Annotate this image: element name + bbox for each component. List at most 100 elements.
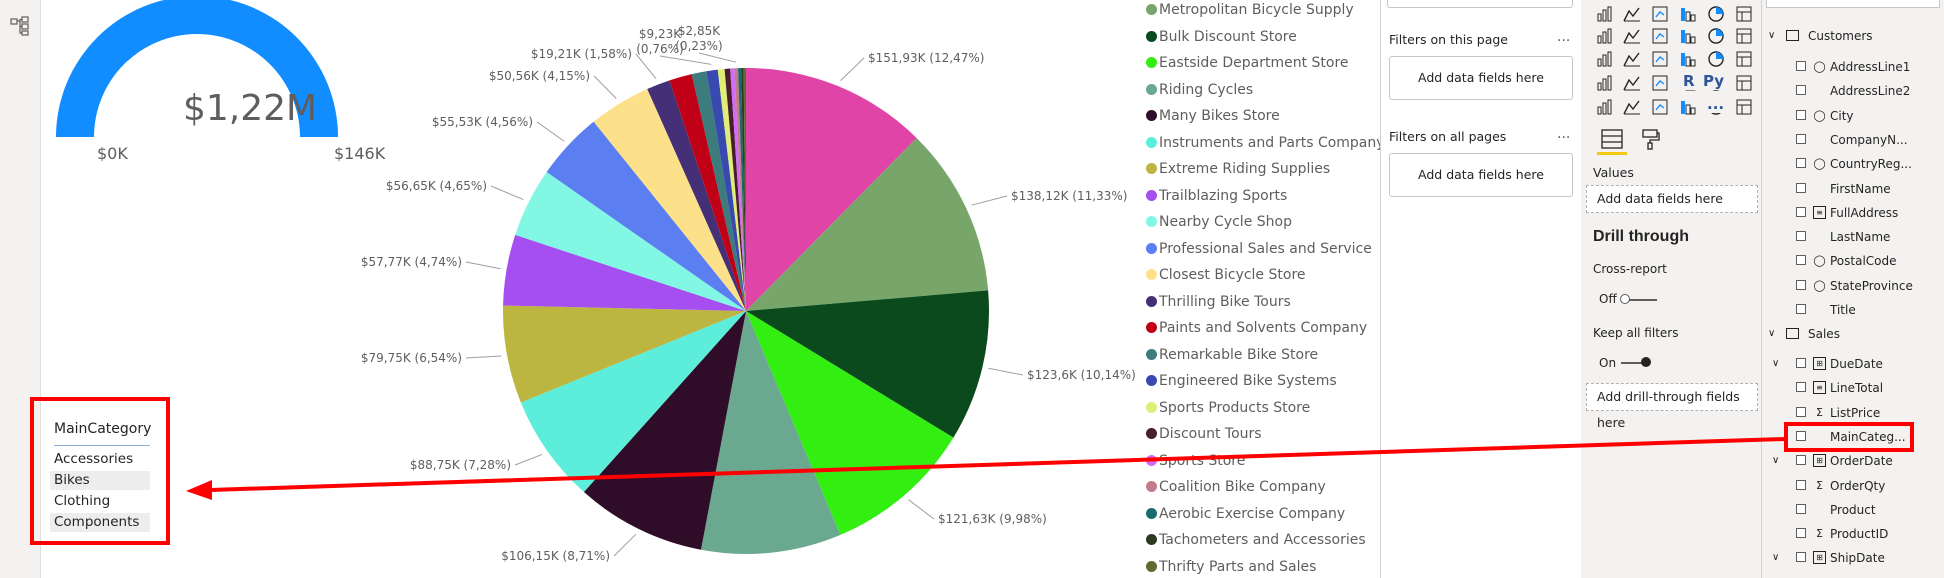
pie-slice[interactable] [593,88,746,311]
field-item[interactable]: Product [1762,500,1944,520]
pie-slice[interactable] [502,305,746,403]
maincategory-slicer[interactable]: MainCategory Accessories Bikes Clothing Com… [30,397,170,545]
field-checkbox[interactable] [1796,406,1806,417]
shape-map-icon[interactable] [1707,50,1725,68]
line-stacked-icon[interactable] [1596,27,1614,45]
field-item[interactable]: ◯ StateProvince [1762,276,1944,296]
field-item[interactable]: ∨ ⊞ OrderDate [1762,451,1944,471]
field-checkbox[interactable] [1796,552,1806,563]
cross-report-toggle[interactable] [1620,294,1630,304]
field-checkbox[interactable] [1796,479,1806,490]
slicer-item[interactable]: Bikes [50,471,150,490]
scatter-icon[interactable] [1707,27,1725,45]
field-item[interactable]: ◯ City [1762,106,1944,126]
field-item[interactable]: ≡ FullAddress [1762,203,1944,223]
field-table-customers[interactable]: ∨ Customers [1762,26,1944,46]
pie-slice[interactable] [741,68,746,311]
field-item[interactable]: ◯ AddressLine1 [1762,57,1944,77]
field-checkbox[interactable] [1796,109,1806,120]
pie-slice[interactable] [503,234,746,311]
pie-slice[interactable] [546,121,746,311]
format-paintbrush-icon[interactable] [1639,128,1661,150]
filters-on-page-add-box[interactable]: Add data fields here [1389,56,1573,100]
stacked-column-icon[interactable] [1623,5,1641,23]
field-checkbox[interactable] [1796,158,1806,169]
pie-slice[interactable] [669,74,746,311]
keep-all-filters-toggle[interactable] [1641,357,1651,367]
field-checkbox[interactable] [1796,206,1806,217]
field-item[interactable]: ◯ PostalCode [1762,251,1944,271]
filters-search-box[interactable] [1387,0,1573,8]
card-icon[interactable] [1596,74,1614,92]
cross-report-toggle-track[interactable] [1627,299,1657,301]
field-item[interactable]: MainCateg... [1762,427,1944,447]
filled-map-icon[interactable] [1679,50,1697,68]
filters-on-all-pages-more-button[interactable]: ... [1557,126,1571,142]
matrix-icon[interactable] [1735,74,1753,92]
field-item[interactable]: Σ OrderQty [1762,476,1944,496]
waterfall-icon[interactable] [1651,27,1669,45]
key-influencers-icon[interactable] [1651,98,1669,116]
pie-slice[interactable] [746,290,990,438]
funnel-icon[interactable] [1679,27,1697,45]
field-item[interactable]: ◯ CountryReg... [1762,154,1944,174]
r-visual-label[interactable]: R [1681,72,1697,90]
slicer-item[interactable]: Accessories [54,451,134,467]
keep-all-filters-toggle-track[interactable] [1621,362,1649,364]
field-checkbox[interactable] [1796,85,1806,96]
chevron-down-icon[interactable]: ∨ [1768,30,1776,41]
pie-slice[interactable] [717,68,746,311]
clustered-column-icon[interactable] [1679,5,1697,23]
chevron-down-icon[interactable]: ∨ [1772,455,1780,467]
field-checkbox[interactable] [1796,231,1806,242]
filters-on-page-more-button[interactable]: ... [1557,29,1571,45]
add-drill-through-fields-box[interactable]: Add drill-through fields here [1586,383,1758,430]
fields-tab-icon[interactable] [1599,128,1625,150]
map-icon[interactable] [1651,50,1669,68]
clustered-bar-icon[interactable] [1651,5,1669,23]
pie-slice[interactable] [700,311,841,555]
multi-row-card-icon[interactable] [1623,74,1641,92]
fields-search-input[interactable] [1766,0,1940,8]
field-checkbox[interactable] [1796,382,1806,393]
stacked-bar-100-icon[interactable] [1707,5,1725,23]
field-checkbox[interactable] [1796,255,1806,266]
pie-slice[interactable] [746,137,989,311]
model-view-icon[interactable] [10,16,30,36]
more-visuals-label[interactable]: ... [1705,95,1727,113]
pie-slice[interactable] [724,68,746,312]
pie-slice[interactable] [691,71,746,311]
field-checkbox[interactable] [1796,304,1806,314]
treemap-icon[interactable] [1623,50,1641,68]
field-checkbox[interactable] [1796,182,1806,193]
gauge-icon[interactable] [1735,50,1753,68]
field-checkbox[interactable] [1796,528,1806,539]
pie-slice[interactable] [647,80,746,311]
filters-on-all-pages-add-box[interactable]: Add data fields here [1389,153,1573,197]
gauge-visual[interactable] [41,0,401,150]
decomposition-tree-icon[interactable] [1679,98,1697,116]
field-item[interactable]: Σ ProductID [1762,524,1944,544]
chevron-down-icon[interactable]: ∨ [1768,328,1776,339]
field-item[interactable]: ∨ ⊞ DueDate [1762,354,1944,374]
python-visual-icon[interactable] [1623,98,1641,116]
pie-slice[interactable] [734,68,746,311]
field-checkbox[interactable] [1796,358,1806,368]
field-checkbox[interactable] [1796,430,1806,441]
field-checkbox[interactable] [1796,455,1806,466]
chevron-down-icon[interactable]: ∨ [1772,552,1780,564]
column-100-icon[interactable] [1735,5,1753,23]
chevron-down-icon[interactable]: ∨ [1772,358,1780,369]
stacked-bar-icon[interactable] [1596,5,1614,23]
pie-slice[interactable] [738,68,746,311]
pie-slice[interactable] [730,68,746,312]
field-item[interactable]: AddressLine2 [1762,81,1944,101]
field-item[interactable]: Title [1762,300,1944,320]
field-item[interactable]: CompanyN... [1762,130,1944,150]
pie-icon[interactable] [1735,27,1753,45]
ribbon-icon[interactable] [1623,27,1641,45]
field-checkbox[interactable] [1796,61,1806,71]
pie-slice[interactable] [743,67,746,311]
field-checkbox[interactable] [1796,503,1806,514]
values-add-fields-box[interactable]: Add data fields here [1586,185,1758,213]
